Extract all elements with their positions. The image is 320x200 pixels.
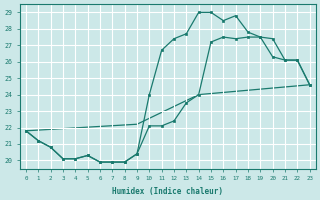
X-axis label: Humidex (Indice chaleur): Humidex (Indice chaleur) [112,187,223,196]
